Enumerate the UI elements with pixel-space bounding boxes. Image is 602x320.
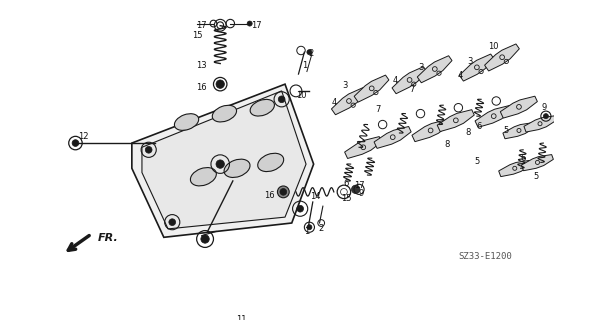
Text: 6: 6 xyxy=(521,154,526,163)
Circle shape xyxy=(280,188,287,195)
Text: 9: 9 xyxy=(542,103,547,112)
Text: 3: 3 xyxy=(418,63,423,72)
Text: 10: 10 xyxy=(297,92,307,100)
Text: 2: 2 xyxy=(308,49,314,58)
Ellipse shape xyxy=(190,168,216,186)
Polygon shape xyxy=(374,126,411,148)
Text: 16: 16 xyxy=(264,191,275,200)
Polygon shape xyxy=(417,56,452,83)
Ellipse shape xyxy=(224,159,250,178)
Text: 10: 10 xyxy=(488,42,499,51)
Circle shape xyxy=(145,147,152,153)
Ellipse shape xyxy=(258,153,284,172)
Text: 3: 3 xyxy=(468,57,473,66)
Polygon shape xyxy=(412,120,449,142)
Circle shape xyxy=(201,235,209,243)
Ellipse shape xyxy=(213,105,237,122)
Text: 5: 5 xyxy=(474,157,480,166)
Text: 8: 8 xyxy=(445,140,450,149)
Circle shape xyxy=(544,114,548,119)
Circle shape xyxy=(307,225,312,230)
Text: SZ33-E1200: SZ33-E1200 xyxy=(459,252,512,261)
Polygon shape xyxy=(524,116,556,132)
Text: 4: 4 xyxy=(458,71,463,80)
Ellipse shape xyxy=(250,100,275,116)
Circle shape xyxy=(278,96,285,103)
Text: 2: 2 xyxy=(318,224,324,233)
Polygon shape xyxy=(437,110,474,132)
Circle shape xyxy=(352,185,360,194)
Circle shape xyxy=(169,219,176,226)
Text: 4: 4 xyxy=(331,98,337,107)
Text: 1: 1 xyxy=(303,61,308,70)
Circle shape xyxy=(247,21,252,26)
Polygon shape xyxy=(500,96,538,118)
Polygon shape xyxy=(132,84,314,237)
Text: 16: 16 xyxy=(196,83,207,92)
Polygon shape xyxy=(344,137,382,158)
Text: 6: 6 xyxy=(477,122,482,131)
Text: 9: 9 xyxy=(359,189,364,198)
Text: 3: 3 xyxy=(342,81,347,90)
Text: 7: 7 xyxy=(409,85,415,94)
Polygon shape xyxy=(354,75,389,102)
Polygon shape xyxy=(142,91,306,229)
Text: 11: 11 xyxy=(236,315,246,320)
Text: 5: 5 xyxy=(504,126,509,135)
Text: 15: 15 xyxy=(341,194,352,203)
Text: 12: 12 xyxy=(78,132,88,141)
Circle shape xyxy=(307,50,312,55)
Text: FR.: FR. xyxy=(98,233,119,243)
Text: 13: 13 xyxy=(196,61,207,70)
Polygon shape xyxy=(459,54,494,81)
Circle shape xyxy=(278,186,289,198)
Polygon shape xyxy=(485,44,520,71)
Text: 8: 8 xyxy=(466,128,471,138)
Text: 5: 5 xyxy=(533,172,538,181)
Circle shape xyxy=(297,205,303,212)
Polygon shape xyxy=(392,67,427,94)
Polygon shape xyxy=(498,160,530,177)
Text: 17: 17 xyxy=(354,181,364,190)
Text: 17: 17 xyxy=(196,21,207,30)
Text: 6: 6 xyxy=(344,179,349,188)
Polygon shape xyxy=(475,106,512,127)
Text: 7: 7 xyxy=(376,105,381,114)
Polygon shape xyxy=(332,88,366,115)
Circle shape xyxy=(216,160,225,168)
Text: 1: 1 xyxy=(304,227,309,236)
Text: 17: 17 xyxy=(251,21,262,30)
Text: 15: 15 xyxy=(192,31,203,40)
Text: 4: 4 xyxy=(393,76,398,85)
Polygon shape xyxy=(521,155,553,171)
Polygon shape xyxy=(503,123,535,139)
Ellipse shape xyxy=(175,114,199,130)
Circle shape xyxy=(72,140,79,147)
Text: 14: 14 xyxy=(310,192,320,201)
Circle shape xyxy=(216,80,225,88)
